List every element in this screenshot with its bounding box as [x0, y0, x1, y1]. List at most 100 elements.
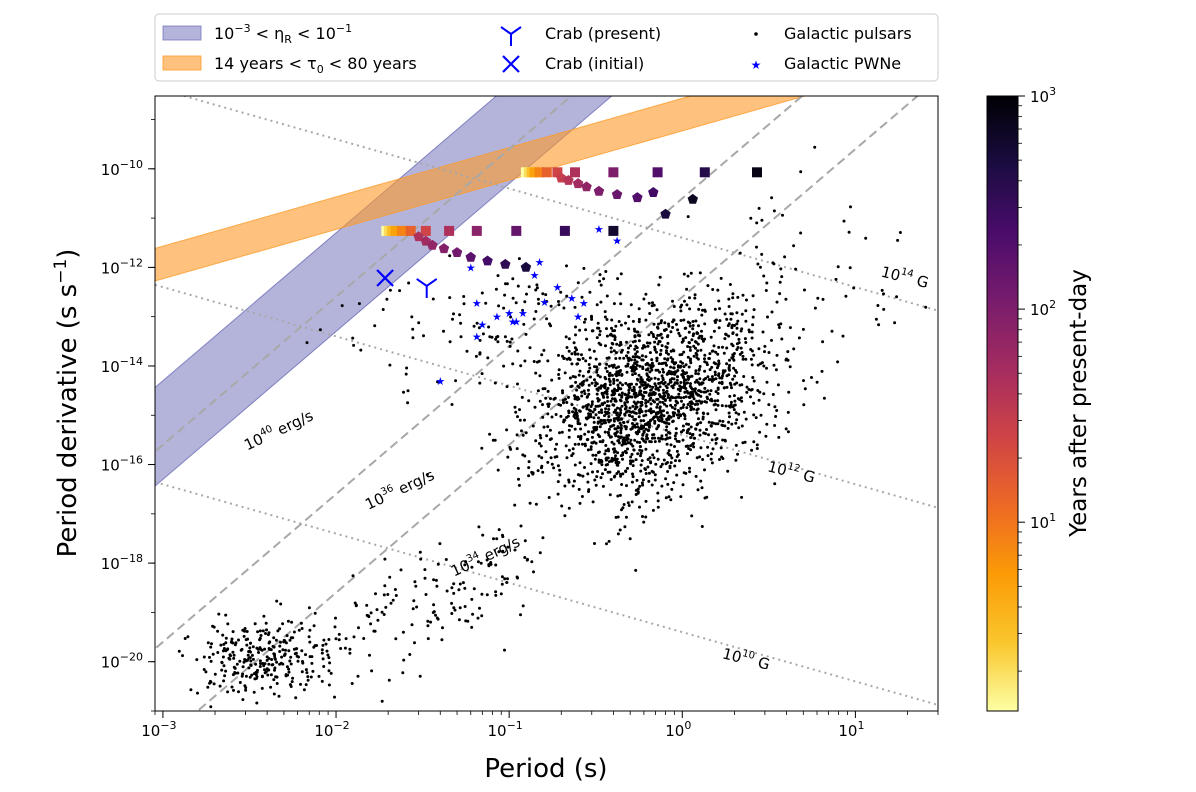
pulsar-point: [567, 395, 570, 399]
pulsar-point: [678, 384, 682, 388]
pulsar-point: [264, 670, 268, 674]
pulsar-point: [452, 582, 456, 586]
pulsar-point: [716, 403, 720, 407]
evolution-point: [608, 167, 619, 178]
pulsar-point: [606, 456, 610, 460]
pulsar-point: [226, 690, 230, 694]
pulsar-point: [718, 319, 722, 323]
pulsar-point: [631, 459, 635, 463]
pulsar-point: [453, 608, 457, 612]
pwn-point: ★: [594, 223, 604, 236]
pulsar-point: [595, 368, 599, 372]
pulsar-point: [786, 410, 790, 414]
pulsar-point: [612, 475, 616, 479]
pulsar-point: [630, 452, 634, 456]
pulsar-point: [736, 319, 740, 323]
pulsar-point: [626, 466, 629, 470]
pulsar-point: [614, 324, 618, 328]
pulsar-point: [583, 317, 587, 321]
pulsar-point: [306, 678, 310, 682]
pulsar-point: [636, 432, 639, 436]
y-tick-label: 10−14: [101, 355, 143, 376]
pulsar-point: [402, 390, 405, 394]
pulsar-point: [605, 542, 608, 546]
evolution-point: [611, 189, 623, 199]
pulsar-point: [744, 341, 748, 344]
pulsar-point: [738, 251, 742, 255]
pulsar-point: [716, 399, 720, 403]
pwn-point: ★: [492, 311, 502, 324]
pulsar-point: [547, 496, 551, 499]
pulsar-point: [669, 365, 673, 369]
pulsar-point: [617, 439, 621, 442]
pulsar-point: [597, 416, 600, 420]
x-tick-label: 10−1: [488, 719, 523, 740]
pulsar-point: [290, 680, 294, 684]
pulsar-point: [723, 369, 727, 373]
pulsar-point: [464, 560, 468, 564]
pulsar-point: [711, 349, 715, 353]
pulsar-point: [721, 371, 725, 375]
pulsar-point: [616, 532, 620, 536]
pulsar-point: [441, 626, 444, 630]
pulsar-point: [575, 413, 579, 417]
pulsar-point: [696, 349, 700, 353]
pulsar-point: [706, 412, 710, 416]
pulsar-point: [494, 563, 498, 567]
pulsar-point: [524, 332, 528, 336]
pulsar-point: [686, 274, 690, 278]
pulsar-point: [731, 353, 735, 357]
pulsar-point: [593, 542, 596, 545]
pulsar-point: [708, 352, 712, 356]
pulsar-point: [777, 435, 781, 439]
pulsar-point: [673, 403, 677, 407]
pulsar-point: [299, 621, 303, 625]
pulsar-point: [577, 442, 581, 446]
pulsar-point: [480, 614, 484, 618]
pulsar-point: [677, 331, 681, 335]
pulsar-point: [596, 388, 600, 392]
pulsar-point: [670, 405, 674, 409]
pulsar-point: [617, 393, 621, 397]
pulsar-point: [731, 331, 735, 335]
pulsar-point: [735, 326, 739, 330]
pulsar-point: [249, 659, 253, 663]
pulsar-point: [696, 402, 700, 406]
pulsar-point: [213, 672, 217, 676]
evolution-point: [529, 167, 540, 178]
pulsar-point: [780, 337, 784, 341]
evolution-point: [500, 258, 511, 269]
pulsar-point: [434, 578, 438, 582]
pulsar-point: [527, 460, 531, 464]
pulsar-point: [588, 290, 592, 294]
pulsar-point: [503, 335, 507, 339]
pulsar-point: [773, 424, 777, 427]
evolution-point: [752, 167, 762, 178]
pulsar-point: [600, 422, 604, 426]
pulsar-point: [318, 328, 322, 332]
pulsar-point: [612, 302, 616, 306]
crab-present-point: [416, 278, 438, 298]
pulsar-point: [750, 388, 754, 391]
pulsar-point: [438, 542, 442, 546]
pwn-point: ★: [612, 235, 622, 248]
pulsar-point: [611, 342, 615, 346]
pulsar-point: [243, 658, 247, 661]
pulsar-point: [631, 475, 635, 479]
pulsar-point: [418, 550, 422, 554]
pulsar-point: [635, 382, 638, 386]
pulsar-point: [895, 295, 899, 299]
pulsar-point: [709, 335, 713, 339]
pulsar-point: [557, 353, 560, 357]
pulsar-point: [731, 296, 735, 300]
pulsar-point: [619, 323, 623, 327]
pulsar-point: [711, 377, 715, 381]
pwn-point: ★: [472, 330, 482, 343]
pulsar-point: [641, 478, 645, 482]
pulsar-point: [239, 648, 243, 652]
pulsar-point: [734, 443, 738, 447]
pulsar-point: [593, 378, 596, 382]
pulsar-point: [357, 626, 360, 630]
pulsar-point: [742, 375, 746, 378]
pulsar-point: [644, 401, 648, 405]
